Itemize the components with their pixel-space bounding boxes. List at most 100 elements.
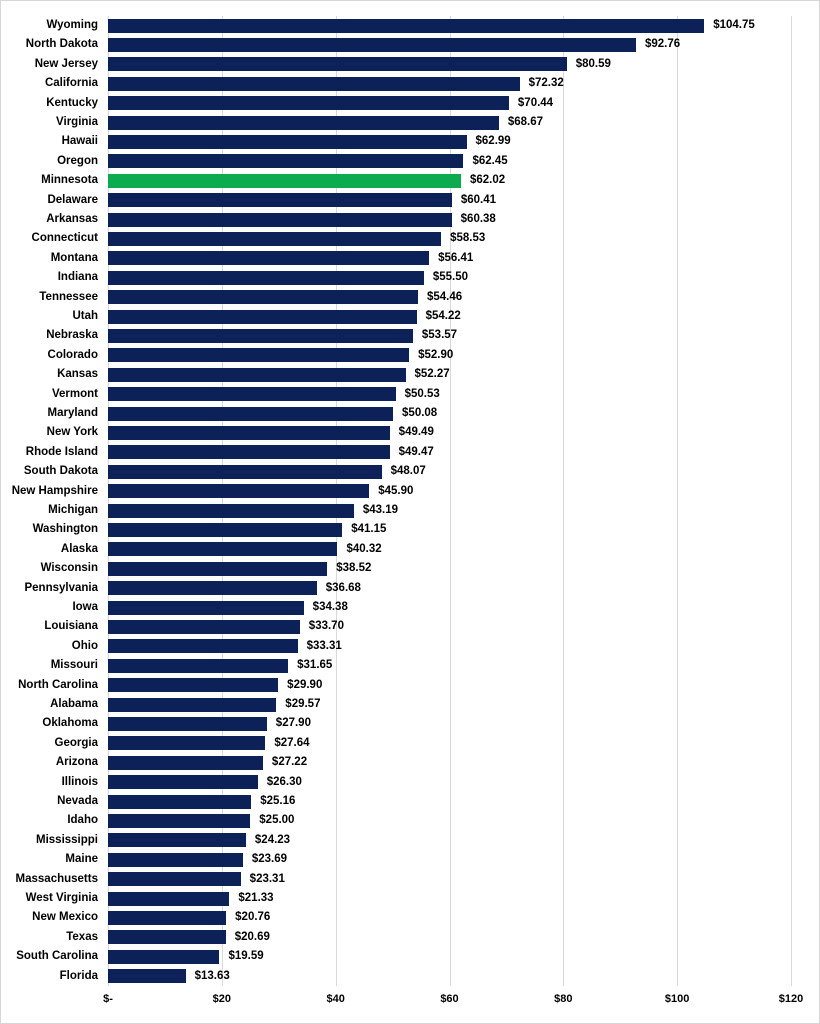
bar-row: Maryland $50.08 bbox=[1, 404, 819, 423]
bar bbox=[108, 503, 354, 518]
category-label: Maryland bbox=[47, 407, 99, 419]
value-label: $72.32 bbox=[528, 77, 564, 90]
bar-row: Wisconsin $38.52 bbox=[1, 559, 819, 578]
value-label: $26.30 bbox=[266, 775, 302, 788]
value-label: $27.64 bbox=[274, 736, 310, 749]
category-label: Hawaii bbox=[61, 135, 98, 148]
bar-row: Kentucky $70.44 bbox=[1, 94, 819, 113]
value-label: $104.75 bbox=[713, 19, 755, 31]
value-label: $24.23 bbox=[254, 833, 291, 846]
value-label: $62.45 bbox=[472, 154, 508, 167]
bar-row: Delaware $60.41 bbox=[1, 191, 819, 210]
value-label: $29.90 bbox=[287, 678, 323, 691]
gridline bbox=[563, 16, 565, 986]
value-label: $29.57 bbox=[285, 698, 321, 710]
category-label: New Jersey bbox=[34, 57, 98, 70]
category-label: North Carolina bbox=[18, 678, 98, 691]
category-label: Washington bbox=[32, 523, 98, 536]
category-label: New Hampshire bbox=[11, 484, 98, 497]
value-label: $45.90 bbox=[378, 484, 414, 497]
bar-row: Connecticut $58.53 bbox=[1, 229, 819, 248]
category-label: Rhode Island bbox=[25, 445, 98, 458]
bar-row: New Hampshire $45.90 bbox=[1, 482, 819, 501]
bar-row: Louisiana $33.70 bbox=[1, 617, 819, 636]
value-label: $21.33 bbox=[238, 892, 274, 904]
bar-row: Alabama $29.57 bbox=[1, 695, 819, 714]
bar bbox=[108, 620, 300, 635]
bar-row: Oregon $62.45 bbox=[1, 152, 819, 171]
bar-row: Wyoming $104.75 bbox=[1, 16, 819, 35]
category-label: North Dakota bbox=[25, 38, 98, 51]
bar-row: Georgia $27.64 bbox=[1, 734, 819, 753]
bar bbox=[108, 600, 304, 615]
bar bbox=[108, 542, 338, 557]
x-axis-tick-label: $80 bbox=[554, 993, 573, 1005]
category-label: South Dakota bbox=[23, 465, 98, 478]
value-label: $33.31 bbox=[306, 639, 342, 652]
x-axis-tick-label: $20 bbox=[212, 993, 231, 1005]
category-label: Kansas bbox=[57, 368, 98, 381]
category-label: California bbox=[44, 77, 98, 90]
category-label: Texas bbox=[66, 930, 98, 943]
category-label: Idaho bbox=[67, 814, 98, 827]
bar bbox=[108, 464, 382, 479]
category-label: Minnesota bbox=[41, 174, 98, 187]
bar bbox=[108, 484, 370, 499]
value-label: $53.57 bbox=[421, 329, 458, 342]
bar-row: Mississippi $24.23 bbox=[1, 831, 819, 850]
gridline bbox=[449, 16, 451, 986]
bar-highlighted bbox=[108, 173, 461, 188]
category-label: Delaware bbox=[47, 193, 98, 206]
bar bbox=[108, 367, 406, 382]
bar bbox=[108, 270, 424, 285]
bar-row: Pennsylvania $36.68 bbox=[1, 579, 819, 598]
bar bbox=[108, 76, 520, 91]
category-label: Virginia bbox=[56, 116, 98, 128]
bar bbox=[108, 755, 263, 770]
value-label: $13.63 bbox=[194, 969, 230, 982]
bar bbox=[108, 18, 705, 33]
bar bbox=[108, 736, 266, 751]
bar-row: Arizona $27.22 bbox=[1, 753, 819, 772]
x-axis-tick-label: $- bbox=[103, 993, 113, 1005]
bar bbox=[108, 911, 227, 926]
category-label: Arkansas bbox=[46, 213, 98, 225]
bar-row: Ohio $33.31 bbox=[1, 637, 819, 656]
category-label: Indiana bbox=[57, 271, 98, 284]
category-label: Massachusetts bbox=[15, 872, 98, 885]
bar bbox=[108, 426, 390, 441]
gridline bbox=[677, 16, 679, 986]
bar bbox=[108, 329, 413, 344]
value-label: $62.02 bbox=[469, 174, 506, 187]
category-label: Illinois bbox=[61, 775, 98, 788]
bar bbox=[108, 387, 396, 402]
category-label: New York bbox=[46, 426, 98, 439]
bar-row: Illinois $26.30 bbox=[1, 773, 819, 792]
bar bbox=[108, 794, 252, 809]
value-label: $80.59 bbox=[575, 57, 611, 70]
value-label: $33.70 bbox=[308, 620, 344, 633]
value-label: $70.44 bbox=[517, 96, 554, 109]
bar bbox=[108, 697, 277, 712]
bar-row: Idaho $25.00 bbox=[1, 811, 819, 830]
category-label: Ohio bbox=[71, 639, 98, 652]
bar-row: North Carolina $29.90 bbox=[1, 676, 819, 695]
bar bbox=[108, 251, 430, 266]
bar bbox=[108, 852, 243, 867]
bar-row: Montana $56.41 bbox=[1, 249, 819, 268]
value-label: $52.90 bbox=[418, 348, 454, 361]
value-label: $27.22 bbox=[271, 756, 308, 769]
bar-row: Hawaii $62.99 bbox=[1, 132, 819, 151]
bar-row: Missouri $31.65 bbox=[1, 656, 819, 675]
value-label: $49.47 bbox=[398, 445, 434, 458]
bar bbox=[108, 232, 442, 247]
bar bbox=[108, 154, 464, 169]
value-label: $50.53 bbox=[404, 387, 440, 400]
bar-row: Alaska $40.32 bbox=[1, 540, 819, 559]
category-label: Pennsylvania bbox=[24, 581, 98, 594]
bar bbox=[108, 833, 246, 848]
bar-row: Virginia $68.67 bbox=[1, 113, 819, 132]
bar-row: Nebraska $53.57 bbox=[1, 326, 819, 345]
x-axis-tick-label: $120 bbox=[778, 993, 804, 1005]
bar bbox=[108, 658, 289, 673]
